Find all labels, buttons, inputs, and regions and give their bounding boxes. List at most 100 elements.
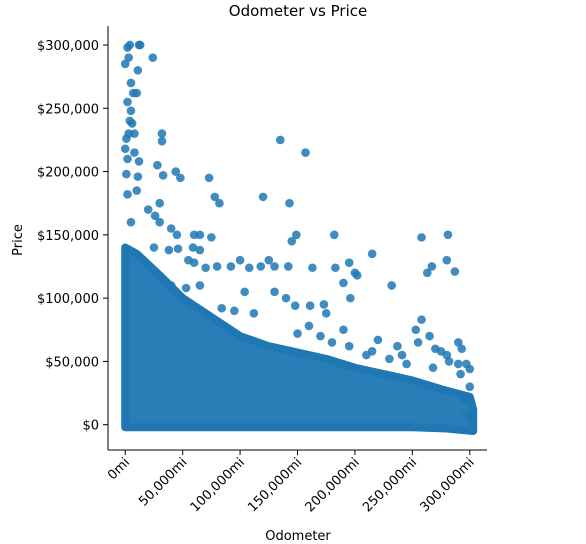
scatter-point — [124, 53, 133, 62]
scatter-point — [122, 169, 131, 179]
scatter-point — [331, 263, 340, 273]
x-tick-label: 250,000mi — [360, 455, 420, 515]
scatter-point — [212, 262, 222, 271]
x-tick-label: 50,000mi — [136, 455, 190, 509]
scatter-point — [442, 255, 452, 265]
scatter-point — [397, 350, 407, 360]
x-tick-label: 150,000mi — [245, 455, 305, 515]
scatter-point — [123, 154, 132, 164]
scatter-point — [153, 160, 162, 170]
scatter-point — [120, 59, 130, 69]
scatter-point — [158, 171, 168, 180]
scatter-point — [316, 331, 325, 341]
scatter-point — [240, 287, 249, 297]
scatter-point — [143, 205, 153, 214]
scatter-point — [443, 230, 453, 240]
scatter-point — [230, 306, 239, 316]
scatter-point — [428, 363, 438, 373]
scatter-point — [204, 173, 214, 183]
scatter-point — [123, 190, 132, 199]
scatter-point — [173, 244, 183, 254]
scatter-point — [256, 262, 266, 271]
scatter-point — [422, 268, 432, 278]
scatter-point — [285, 198, 294, 208]
scatter-point — [431, 344, 440, 354]
scatter-point — [235, 255, 245, 265]
scatter-point — [148, 53, 158, 62]
scatter-point — [425, 331, 434, 341]
scatter-point — [195, 281, 205, 290]
scatter-point — [195, 230, 205, 240]
scatter-point — [281, 293, 291, 303]
scatter-point — [244, 263, 254, 273]
scatter-point — [132, 186, 142, 195]
scatter-point — [292, 230, 301, 240]
scatter-point — [293, 329, 302, 338]
scatter-point — [321, 309, 331, 318]
scatter-point — [249, 309, 259, 318]
scatter-point — [352, 271, 362, 280]
scatter-point — [373, 335, 383, 345]
scatter-point — [164, 245, 174, 255]
scatter-point — [327, 338, 337, 347]
scatter-point — [270, 262, 279, 271]
scatter-point — [157, 129, 167, 138]
x-axis-title: Odometer — [265, 529, 331, 544]
scatter-point — [287, 236, 297, 246]
scatter-point — [215, 198, 224, 208]
scatter-point — [125, 40, 135, 50]
scatter-point — [123, 97, 132, 107]
scatter-point — [133, 65, 143, 75]
scatter-point — [344, 341, 354, 351]
scatter-point — [189, 258, 199, 267]
scatter-point — [201, 263, 210, 273]
x-tick-label: 300,000mi — [417, 455, 477, 515]
scatter-point — [217, 303, 226, 313]
scatter-point — [301, 148, 310, 157]
scatter-point — [339, 278, 348, 288]
scatter-point — [132, 88, 142, 98]
scatter-point — [385, 354, 394, 364]
scatter-point — [417, 315, 426, 324]
scatter-point — [290, 301, 300, 311]
scatter-point — [172, 230, 182, 240]
chart-title: Odometer vs Price — [229, 2, 367, 20]
scatter-point — [275, 135, 285, 145]
plot-area — [120, 40, 478, 436]
x-axis: 0mi 50,000mi100,000mi150,000mi200,000mi25… — [105, 449, 487, 515]
scatter-point — [459, 395, 469, 404]
scatter-point — [126, 106, 136, 116]
y-tick-label: $100,000 — [37, 292, 99, 307]
scatter-point — [171, 167, 181, 176]
scatter-point — [450, 267, 460, 276]
y-tick-label: $250,000 — [37, 102, 99, 117]
scatter-point — [456, 369, 465, 379]
scatter-point — [210, 192, 220, 202]
scatter-point — [442, 350, 452, 360]
scatter-point — [465, 364, 475, 374]
scatter-point — [166, 281, 176, 290]
x-tick-label: 200,000mi — [303, 455, 363, 515]
scatter-point — [319, 300, 329, 309]
y-tick-label: $200,000 — [37, 166, 99, 181]
scatter-point — [126, 78, 136, 88]
scatter-point — [127, 119, 137, 128]
scatter-point — [308, 263, 317, 273]
scatter-point — [344, 258, 354, 267]
scatter-point — [284, 262, 293, 271]
scatter-point — [126, 217, 136, 227]
x-tick-label: 100,000mi — [188, 455, 248, 515]
scatter-point — [402, 359, 411, 369]
y-tick-label: $150,000 — [37, 229, 99, 244]
scatter-point — [462, 410, 471, 419]
scatter-point — [176, 173, 185, 183]
scatter-point — [166, 224, 176, 233]
scatter-point — [135, 40, 145, 50]
scatter-point — [120, 144, 130, 154]
scatter-point — [134, 157, 144, 166]
scatter-point — [457, 344, 467, 354]
scatter-point — [270, 287, 279, 297]
scatter-point — [264, 255, 274, 265]
scatter-point — [258, 192, 268, 202]
